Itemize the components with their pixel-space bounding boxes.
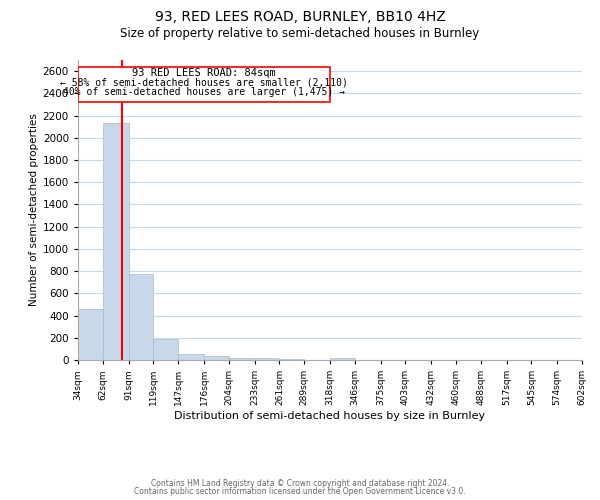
Bar	[128, 274, 154, 360]
Bar	[229, 358, 254, 360]
Text: Contains public sector information licensed under the Open Government Licence v3: Contains public sector information licen…	[134, 487, 466, 496]
Text: 93 RED LEES ROAD: 84sqm: 93 RED LEES ROAD: 84sqm	[132, 68, 276, 78]
Bar	[154, 340, 178, 360]
Text: Size of property relative to semi-detached houses in Burnley: Size of property relative to semi-detach…	[121, 28, 479, 40]
Text: 40% of semi-detached houses are larger (1,475) →: 40% of semi-detached houses are larger (…	[63, 86, 345, 97]
Bar	[78, 309, 103, 360]
Text: Contains HM Land Registry data © Crown copyright and database right 2024.: Contains HM Land Registry data © Crown c…	[151, 478, 449, 488]
Text: 93, RED LEES ROAD, BURNLEY, BB10 4HZ: 93, RED LEES ROAD, BURNLEY, BB10 4HZ	[155, 10, 445, 24]
Bar	[78, 66, 330, 102]
Bar	[178, 354, 204, 360]
Text: ← 58% of semi-detached houses are smaller (2,110): ← 58% of semi-detached houses are smalle…	[60, 78, 348, 88]
X-axis label: Distribution of semi-detached houses by size in Burnley: Distribution of semi-detached houses by …	[175, 411, 485, 421]
Bar	[330, 358, 355, 360]
Bar	[204, 356, 229, 360]
Bar	[103, 124, 128, 360]
Bar	[254, 358, 280, 360]
Y-axis label: Number of semi-detached properties: Number of semi-detached properties	[29, 114, 38, 306]
